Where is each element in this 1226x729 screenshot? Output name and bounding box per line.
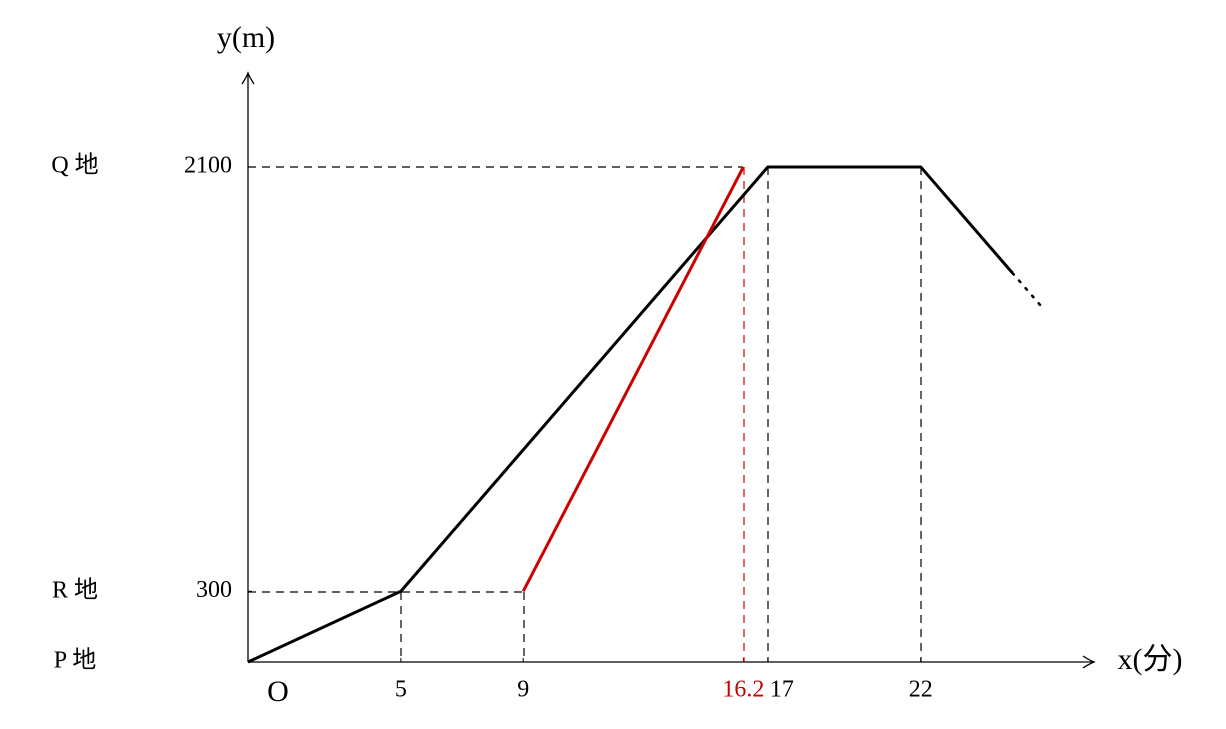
series-line — [247, 165, 1014, 664]
x-tick-label: 17 — [770, 677, 794, 703]
series-line — [521, 166, 745, 592]
x-tick-label: 22 — [909, 677, 933, 703]
x-tick-label: 5 — [395, 677, 407, 703]
place-label: R 地 — [52, 577, 98, 604]
guides — [248, 166, 922, 662]
place-label: Q 地 — [51, 152, 98, 179]
origin-label: O — [267, 675, 289, 708]
x-axis-label: x(分) — [1118, 643, 1183, 676]
x-tick-label: 9 — [517, 677, 529, 703]
y-tick-label: 300 — [196, 577, 232, 603]
x-tick-label: 16.2 — [722, 677, 764, 703]
series-line — [1011, 271, 1045, 310]
y-axis-label: y(m) — [217, 21, 275, 54]
place-label: P 地 — [54, 647, 96, 674]
y-tick-label: 2100 — [184, 152, 232, 178]
